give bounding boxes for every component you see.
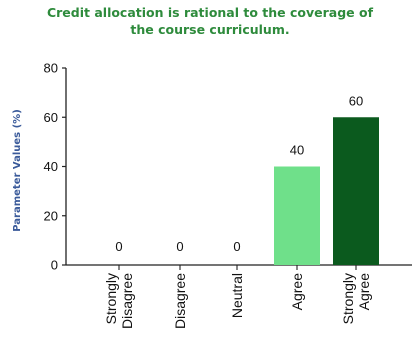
chart-bars (274, 117, 379, 265)
x-tick-label: Neutral (229, 273, 245, 318)
data-label: 0 (176, 239, 183, 254)
data-label: 0 (115, 239, 122, 254)
y-tick-label: 80 (44, 61, 58, 76)
data-label: 40 (290, 143, 304, 158)
chart-title: Credit allocation is rational to the cov… (46, 5, 374, 37)
chart-axes: 0 20 40 60 80 Parameter Values (%) (12, 61, 412, 273)
y-tick-label: 40 (44, 159, 58, 174)
x-tick-label: Agree (289, 273, 305, 311)
bar (274, 166, 320, 265)
y-tick-label: 20 (44, 208, 58, 223)
x-tick-label: StronglyAgree (340, 273, 372, 325)
data-label: 0 (233, 239, 240, 254)
y-tick-label: 0 (51, 258, 58, 273)
bar (333, 117, 379, 265)
chart-labels: 0 StronglyDisagree 0 Disagree 0 Neutral 40 Agre… (103, 93, 372, 329)
x-tick-label: Disagree (172, 273, 188, 329)
y-axis-title: Parameter Values (%) (12, 109, 23, 232)
x-tick-label: StronglyDisagree (103, 273, 135, 329)
y-tick-label: 60 (44, 110, 58, 125)
data-label: 60 (349, 93, 363, 108)
